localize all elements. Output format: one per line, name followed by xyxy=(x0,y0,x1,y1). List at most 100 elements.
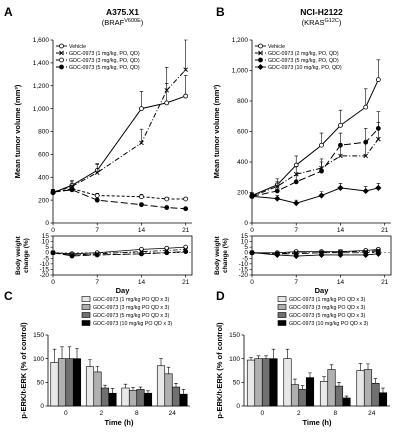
bw-series-line xyxy=(252,249,378,252)
bar xyxy=(262,359,270,406)
data-point xyxy=(376,78,380,82)
bar xyxy=(343,398,351,406)
series-1 xyxy=(250,60,380,198)
bar xyxy=(372,383,380,406)
error-bar xyxy=(359,363,363,370)
panel-subtitle: (KRASG12C) xyxy=(302,18,342,27)
legend-swatch xyxy=(278,297,286,302)
legend-marker xyxy=(60,58,64,62)
data-point xyxy=(165,197,169,201)
data-point xyxy=(70,188,74,192)
y-tick-label: 0 xyxy=(40,403,44,410)
data-point xyxy=(338,143,342,147)
bar xyxy=(144,393,152,406)
legend-marker xyxy=(60,44,64,48)
y-tick-label: 800 xyxy=(237,98,248,105)
error-bar xyxy=(377,112,381,129)
panel-subtitle: (BRAFV600E) xyxy=(102,18,144,27)
error-bar xyxy=(330,365,334,370)
series-line xyxy=(252,128,378,196)
error-bar xyxy=(174,383,178,387)
error-bar xyxy=(322,377,326,382)
x-tick-label: 8 xyxy=(135,410,139,417)
error-bar xyxy=(184,40,188,70)
bar xyxy=(284,359,292,406)
data-point xyxy=(376,126,380,130)
bw-y-label-line1: Body weight xyxy=(15,235,22,274)
bar xyxy=(66,359,74,406)
y-tick-label: 400 xyxy=(38,174,49,181)
y-tick-label: 600 xyxy=(237,129,248,136)
bar xyxy=(320,381,328,406)
panel-letter: B xyxy=(216,5,225,19)
series-2 xyxy=(250,122,380,198)
series-line xyxy=(252,188,378,203)
data-point xyxy=(320,143,324,147)
bar xyxy=(129,390,137,406)
error-bar xyxy=(184,75,188,96)
data-point xyxy=(275,196,280,201)
data-point xyxy=(95,194,99,198)
legend-swatch xyxy=(82,305,90,310)
error-bar xyxy=(124,384,128,388)
bar xyxy=(101,388,109,406)
legend-entry: GDC-0973 (3 mg/kg, PO, QD) xyxy=(69,58,140,64)
error-bar xyxy=(139,387,143,389)
bar xyxy=(379,393,387,406)
error-bar xyxy=(111,388,115,393)
error-bar xyxy=(131,388,135,391)
panel-letter: A xyxy=(4,5,13,19)
y-tick-label: 150 xyxy=(229,332,240,339)
bw-x-tick-label: 7 xyxy=(294,279,298,286)
y-tick-label: 1,200 xyxy=(33,83,50,90)
error-bar xyxy=(257,356,261,359)
y-tick-label: 100 xyxy=(229,356,240,363)
legend-marker xyxy=(259,58,263,62)
legend-swatch xyxy=(278,321,286,326)
body-weight-plot: -20-15-10-50510150 7 14 21DayBody weight cha… xyxy=(15,233,192,295)
error-bar xyxy=(374,379,378,384)
legend-entry: GDC-0973 (1 mg/kg PO QD x 3) xyxy=(289,297,365,303)
legend-entry: GDC-0973 (1 mg/kg, PO, QD) xyxy=(69,51,140,57)
panel-c: C050100150p-ERK/t-ERK (% of control) 0 2 8 2… xyxy=(4,289,190,427)
legend-entry: GDC-0973 (5 mg/kg PO QD x 3) xyxy=(93,313,169,319)
data-point xyxy=(319,193,324,198)
x-tick-label: 14 xyxy=(337,227,345,234)
x-tick-label: 24 xyxy=(169,410,177,417)
panel-d: D 0 50 100 150 p-ERK/t-ERK (% of control) 0 2 8 2… xyxy=(215,289,390,427)
error-bar xyxy=(68,347,72,359)
y-axis-label: p-ERK/t-ERK (% of control) xyxy=(19,322,28,419)
legend-entry: GDC-0973 (3 mg/kg PO QD x 3) xyxy=(289,305,365,311)
x-tick-label: 0 xyxy=(250,227,254,234)
data-point xyxy=(139,203,143,207)
legend-entry: GDC-0973 (10 mg/kg PO QD x 3) xyxy=(289,321,368,327)
bw-x-tick-label: 21 xyxy=(381,279,389,286)
legend-entry: Vehicle xyxy=(268,44,285,50)
error-bar xyxy=(182,389,186,394)
data-point xyxy=(165,206,169,210)
data-point xyxy=(184,207,188,211)
data-point xyxy=(184,94,188,98)
y-tick-label: 0 xyxy=(236,403,240,410)
panel-b: B NCI-H2122(KRASG12C)02004006008001,0001,… xyxy=(212,5,391,295)
bar xyxy=(86,367,94,406)
data-point xyxy=(184,197,188,201)
error-bar xyxy=(366,364,370,370)
x-axis-label: Time (h) xyxy=(302,418,332,427)
bw-data-point xyxy=(165,251,169,255)
x-tick-label: 14 xyxy=(138,227,146,234)
x-tick-label: 21 xyxy=(381,227,389,234)
y-tick-label: 1,200 xyxy=(232,37,249,44)
y-axis-label: p-ERK/t-ERK (% of control) xyxy=(215,322,224,419)
x-tick-label: 0 xyxy=(64,410,68,417)
x-tick-label: 24 xyxy=(368,410,376,417)
data-point xyxy=(139,195,143,199)
bw-data-point xyxy=(95,253,99,257)
bar xyxy=(328,370,336,406)
bw-data-point xyxy=(184,250,188,254)
bw-x-tick-label: 21 xyxy=(182,279,190,286)
legend-entry: Vehicle xyxy=(69,44,86,50)
data-point xyxy=(139,107,143,111)
